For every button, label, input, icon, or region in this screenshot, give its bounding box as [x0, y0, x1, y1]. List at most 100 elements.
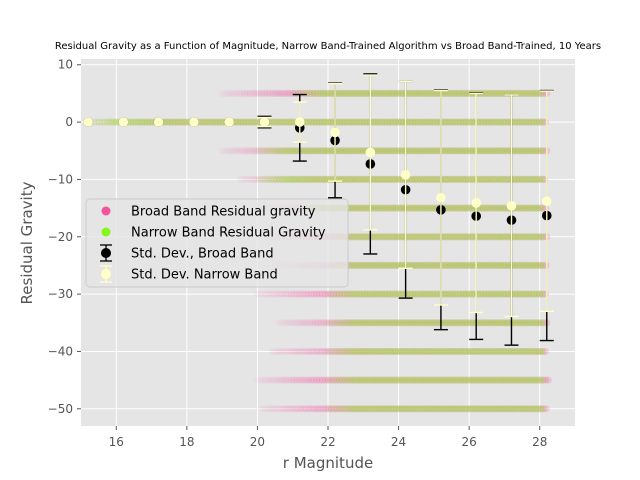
broad-band-point — [524, 347, 533, 356]
broad-band-point — [315, 290, 324, 298]
broad-band-point — [267, 118, 276, 126]
broad-band-point — [309, 175, 317, 183]
broad-band-point — [420, 290, 428, 298]
broad-band-point — [447, 319, 455, 327]
narrow-band-point — [454, 175, 462, 183]
narrow-band-point — [341, 175, 349, 183]
narrow-band-point — [335, 290, 343, 298]
broad-band-point — [522, 204, 530, 212]
narrow-band-point — [513, 233, 521, 241]
narrow-band-point — [459, 405, 468, 413]
broad-band-point — [419, 147, 427, 155]
narrow-band-point — [496, 319, 504, 327]
narrow-band-point — [485, 118, 493, 126]
broad-band-point — [311, 147, 319, 155]
broad-band-point — [258, 175, 266, 183]
broad-band-point — [317, 89, 325, 97]
narrow-band-point — [496, 261, 504, 269]
narrow-band-point — [510, 347, 518, 356]
broad-band-point — [354, 233, 362, 241]
narrow-band-point — [279, 147, 287, 155]
broad-band-point — [296, 376, 304, 384]
broad-band-point — [404, 405, 412, 413]
broad-band-point — [172, 118, 180, 126]
narrow-band-point — [493, 319, 501, 327]
broad-band-point — [485, 118, 493, 126]
narrow-band-point — [355, 290, 363, 298]
error-bars — [83, 73, 554, 346]
broad-band-point — [276, 347, 284, 356]
broad-band-point — [433, 175, 441, 183]
broad-band-point — [410, 233, 418, 241]
broad-band-point — [409, 204, 417, 212]
legend-marker — [101, 227, 111, 237]
narrow-band-point — [301, 175, 309, 183]
narrow-band-point — [354, 89, 362, 97]
broad-band-point — [461, 89, 469, 97]
narrow-band-point — [375, 290, 383, 298]
narrow-band-point — [335, 147, 343, 155]
narrow-band-point — [383, 233, 391, 241]
broad-band-point — [492, 233, 500, 241]
broad-band-point — [434, 376, 442, 384]
narrow-band-point — [380, 290, 389, 298]
broad-band-point — [356, 319, 365, 327]
broad-band-point — [437, 347, 445, 356]
broad-band-point — [388, 175, 396, 183]
broad-band-point — [453, 175, 461, 183]
narrow-band-point — [338, 118, 346, 126]
narrow-band-point — [327, 319, 335, 327]
broad-band-point — [272, 147, 280, 155]
broad-band-point — [375, 347, 383, 356]
broad-band-point — [423, 290, 431, 298]
broad-band-point — [423, 261, 432, 269]
broad-band-point — [459, 376, 468, 384]
narrow-band-point — [256, 175, 264, 183]
broad-band-point — [327, 405, 336, 413]
narrow-band-point — [485, 376, 493, 384]
broad-band-point — [302, 405, 310, 413]
broad-band-point — [404, 233, 413, 241]
narrow-band-point — [349, 319, 357, 327]
legend-label: Std. Dev. Narrow Band — [131, 268, 278, 283]
broad-band-point — [197, 118, 205, 126]
narrow-band-point — [485, 233, 493, 241]
broad-band-point — [482, 376, 490, 384]
broad-band-point — [444, 89, 452, 97]
narrow-band-point — [166, 118, 174, 126]
broad-band-point — [345, 319, 353, 327]
broad-band-point — [283, 319, 291, 327]
broad-band-point — [503, 319, 511, 327]
narrow-band-point — [279, 118, 287, 126]
broad-band-point — [514, 147, 523, 155]
broad-band-point — [499, 118, 507, 126]
broad-band-point — [419, 319, 427, 327]
broad-band-point — [521, 175, 529, 183]
broad-band-point — [276, 376, 284, 384]
narrow-band-point — [409, 405, 417, 413]
broad-band-point — [461, 233, 469, 241]
broad-band-point — [341, 118, 349, 126]
broad-band-point — [524, 204, 533, 212]
broad-band-point — [510, 347, 518, 356]
narrow-band-point — [490, 175, 499, 183]
narrow-band-point — [423, 175, 431, 183]
broad-band-point — [395, 405, 403, 413]
broad-band-point — [435, 405, 443, 413]
broad-band-point — [450, 175, 458, 183]
narrow-band-point — [324, 147, 332, 155]
broad-band-point — [415, 405, 423, 413]
broad-band-point — [351, 89, 359, 97]
narrow-band-point — [538, 405, 547, 413]
broad-band-point — [411, 290, 420, 298]
narrow-band-point — [499, 319, 507, 327]
broad-band-point — [510, 376, 518, 384]
broad-band-point — [241, 147, 249, 155]
narrow-band-point — [411, 261, 420, 269]
broad-band-point — [450, 89, 458, 97]
narrow-band-point — [536, 290, 544, 298]
x-tick-label: 24 — [391, 435, 406, 449]
broad-band-point — [519, 347, 527, 356]
narrow-band-point — [434, 319, 442, 327]
broad-band-point — [387, 261, 395, 269]
